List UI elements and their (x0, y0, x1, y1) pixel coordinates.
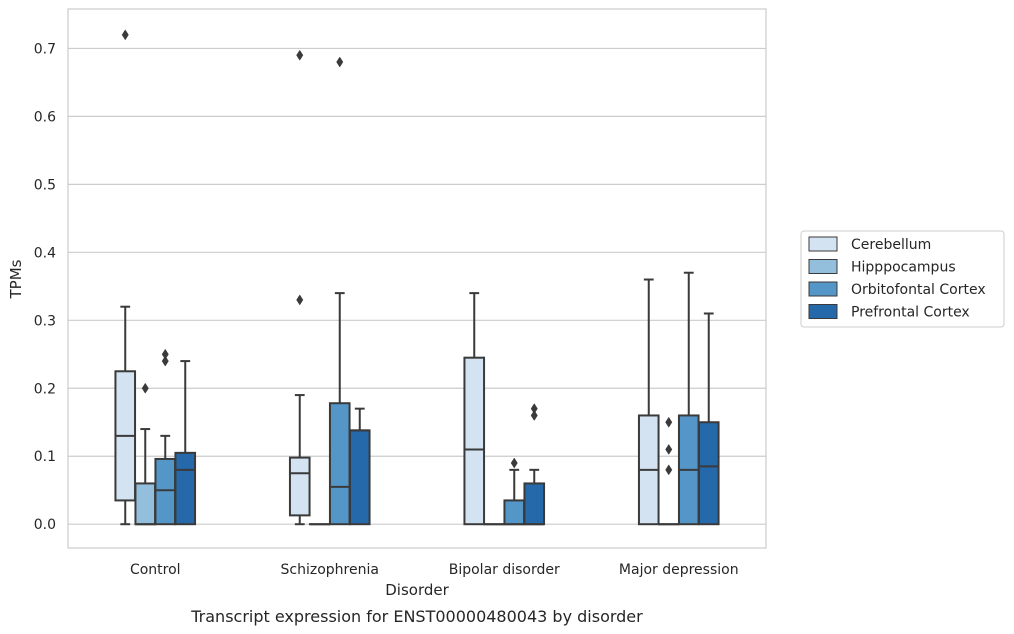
box-body (523, 482, 546, 526)
outlier-marker (161, 348, 169, 360)
y-tick-label: 0.4 (34, 245, 56, 261)
x-axis-title: Disorder (385, 581, 449, 599)
legend: Cerebellum Hipppocampus Orbitofontal Corte… (800, 230, 1005, 328)
y-tick-label: 0.5 (34, 177, 56, 193)
y-tick-label: 0.0 (34, 517, 56, 533)
box-3-0 (637, 278, 660, 526)
x-tick-label: Major depression (619, 562, 739, 578)
y-tick-label: 0.3 (34, 313, 56, 329)
x-tick-label: Control (130, 562, 181, 578)
y-tick-label: 0.7 (34, 41, 56, 57)
box-body (154, 457, 177, 526)
legend-label: Hipppocampus (851, 260, 956, 276)
box-body (463, 356, 486, 526)
x-tick-label: Bipolar disorder (449, 562, 560, 578)
y-tick-labels: 0.0 0.1 0.2 0.3 0.4 0.5 0.6 0.7 (34, 41, 56, 533)
x-tick-label: Schizophrenia (281, 562, 379, 578)
box-0-1 (134, 382, 157, 526)
outlier-marker (161, 355, 169, 367)
box-2-2 (503, 457, 526, 526)
box-2-3 (523, 403, 546, 526)
legend-swatch (808, 236, 838, 252)
box-body (503, 499, 526, 526)
x-tick-labels: Control Schizophrenia Bipolar disorder Majo… (130, 562, 739, 578)
chart-caption: Transcript expression for ENST0000048004… (190, 607, 643, 626)
legend-frame (800, 230, 1005, 328)
legend-label: Cerebellum (851, 237, 931, 253)
outlier-marker (296, 49, 304, 61)
outlier-marker (510, 457, 518, 469)
legend-label: Prefrontal Cortex (851, 305, 970, 321)
box-1-0 (288, 49, 311, 526)
outlier-marker (121, 29, 129, 41)
box-0-2 (154, 348, 177, 526)
box-body (697, 421, 720, 526)
outlier-marker (141, 382, 149, 394)
outlier-marker (336, 56, 344, 68)
box-0-0 (114, 29, 137, 526)
outlier-marker (665, 443, 673, 455)
box-body (134, 482, 157, 526)
y-tick-label: 0.2 (34, 381, 56, 397)
box-body (174, 451, 197, 526)
box-body (288, 456, 311, 517)
box-2-0 (463, 292, 486, 526)
y-tick-label: 0.1 (34, 449, 56, 465)
outlier-marker (665, 416, 673, 428)
box-3-3 (697, 312, 720, 526)
legend-swatch (808, 281, 838, 297)
outlier-marker (530, 403, 538, 415)
legend-label: Orbitofontal Cortex (851, 282, 986, 298)
plot-frame (67, 8, 767, 549)
legend-swatch (808, 259, 838, 274)
box-0-3 (174, 360, 197, 526)
outlier-marker (665, 464, 673, 476)
y-axis-title: TPMs (7, 259, 25, 299)
box-body (348, 429, 371, 526)
y-tick-label: 0.6 (34, 109, 56, 125)
box-1-3 (348, 407, 371, 526)
box-1-2 (328, 56, 351, 526)
box-body (328, 402, 351, 526)
boxes (114, 29, 720, 526)
outlier-marker (296, 294, 304, 306)
legend-swatch (808, 304, 838, 319)
outlier-marker (530, 409, 538, 421)
